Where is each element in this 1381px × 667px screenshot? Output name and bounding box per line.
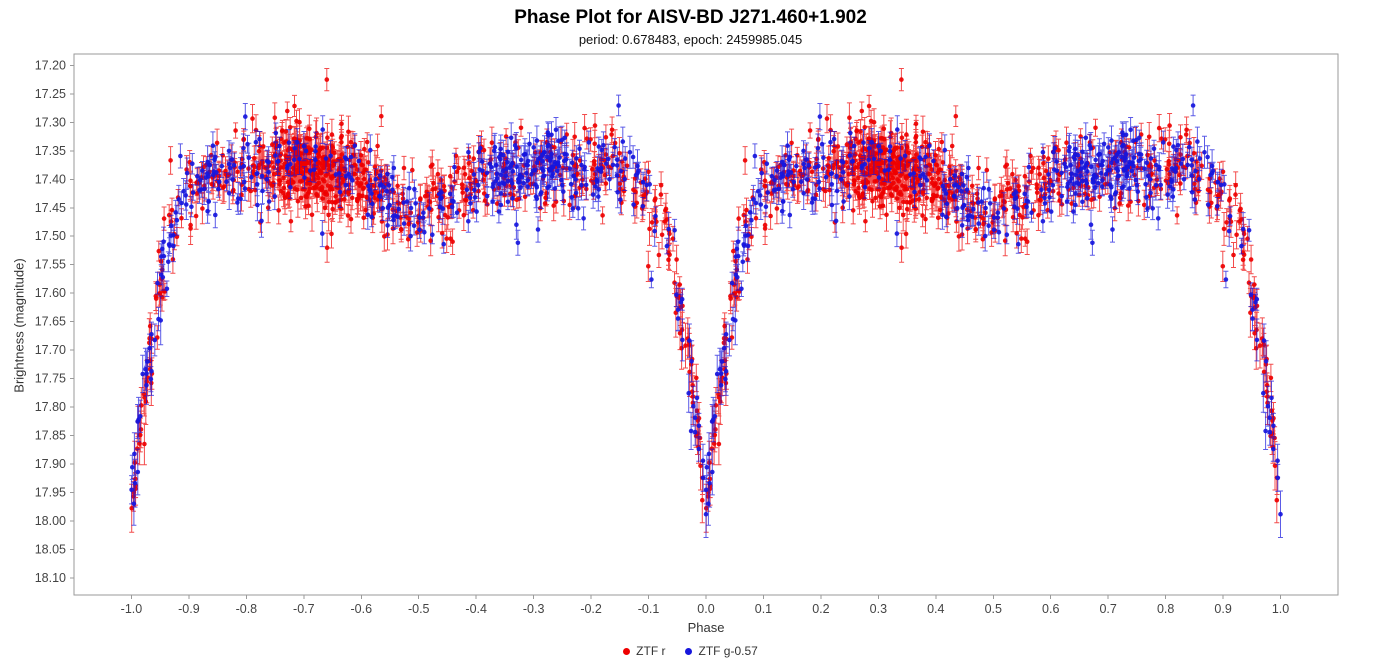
- svg-text:17.60: 17.60: [35, 286, 66, 300]
- svg-text:0.5: 0.5: [985, 602, 1002, 616]
- svg-text:17.65: 17.65: [35, 315, 66, 329]
- chart-subtitle: period: 0.678483, epoch: 2459985.045: [578, 32, 803, 47]
- svg-text:18.00: 18.00: [35, 514, 66, 528]
- svg-text:0.6: 0.6: [1042, 602, 1059, 616]
- svg-text:-1.0: -1.0: [121, 602, 143, 616]
- svg-text:-0.3: -0.3: [523, 602, 545, 616]
- svg-text:17.30: 17.30: [35, 115, 66, 129]
- svg-text:18.05: 18.05: [35, 542, 66, 556]
- svg-text:-0.6: -0.6: [350, 602, 372, 616]
- svg-text:-0.2: -0.2: [580, 602, 602, 616]
- series-points-1: [129, 103, 1283, 517]
- svg-text:17.35: 17.35: [35, 144, 66, 158]
- x-axis-label: Phase: [687, 620, 725, 635]
- svg-text:0.8: 0.8: [1157, 602, 1174, 616]
- series-points-0: [129, 77, 1280, 511]
- svg-text:0.9: 0.9: [1214, 602, 1231, 616]
- svg-text:-0.8: -0.8: [236, 602, 258, 616]
- y-axis-label-wrap: Brightness (magnitude): [2, 0, 36, 650]
- svg-text:-0.7: -0.7: [293, 602, 315, 616]
- svg-text:0.2: 0.2: [812, 602, 829, 616]
- svg-text:18.10: 18.10: [35, 571, 66, 585]
- svg-text:-0.4: -0.4: [465, 602, 487, 616]
- svg-text:0.7: 0.7: [1099, 602, 1116, 616]
- legend: ZTF r ZTF g-0.57: [0, 644, 1381, 658]
- svg-text:17.45: 17.45: [35, 201, 66, 215]
- svg-text:0.3: 0.3: [870, 602, 887, 616]
- legend-label-ztf-r: ZTF r: [636, 644, 666, 658]
- svg-text:17.50: 17.50: [35, 229, 66, 243]
- chart-title: Phase Plot for AISV-BD J271.460+1.902: [514, 7, 867, 28]
- svg-text:0.4: 0.4: [927, 602, 944, 616]
- svg-text:17.80: 17.80: [35, 400, 66, 414]
- svg-text:17.75: 17.75: [35, 372, 66, 386]
- svg-text:0.0: 0.0: [697, 602, 714, 616]
- blue-series-marker-icon: [685, 647, 693, 655]
- svg-text:0.1: 0.1: [755, 602, 772, 616]
- svg-text:17.40: 17.40: [35, 172, 66, 186]
- svg-text:17.25: 17.25: [35, 87, 66, 101]
- svg-text:17.85: 17.85: [35, 429, 66, 443]
- svg-text:-0.5: -0.5: [408, 602, 430, 616]
- svg-text:17.95: 17.95: [35, 485, 66, 499]
- y-axis-label: Brightness (magnitude): [11, 257, 27, 393]
- svg-text:1.0: 1.0: [1272, 602, 1289, 616]
- svg-text:-0.9: -0.9: [178, 602, 200, 616]
- red-series-marker-icon: [623, 647, 631, 655]
- svg-text:17.55: 17.55: [35, 258, 66, 272]
- svg-text:17.90: 17.90: [35, 457, 66, 471]
- svg-text:17.70: 17.70: [35, 343, 66, 357]
- legend-item-ztf-r: ZTF r: [623, 644, 665, 658]
- svg-text:17.20: 17.20: [35, 58, 66, 72]
- legend-item-ztf-g: ZTF g-0.57: [685, 644, 758, 658]
- legend-label-ztf-g: ZTF g-0.57: [698, 644, 758, 658]
- svg-text:-0.1: -0.1: [638, 602, 660, 616]
